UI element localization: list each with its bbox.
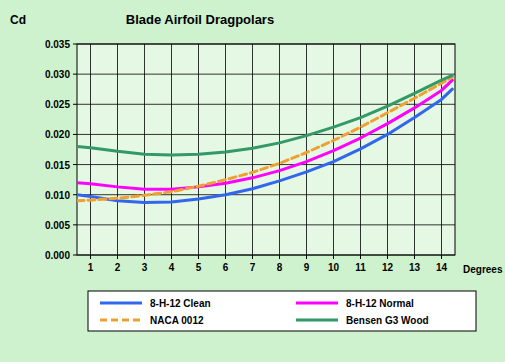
y-tick-label: 0.005 — [45, 220, 70, 231]
x-tick-label: 12 — [382, 262, 394, 273]
x-tick — [306, 255, 307, 259]
x-axis-label: Degrees — [463, 264, 503, 275]
x-tick — [387, 255, 388, 259]
x-grid-line — [279, 44, 280, 255]
x-grid-line — [414, 44, 415, 255]
y-grid-line — [77, 224, 455, 225]
y-tick-label: 0.020 — [45, 129, 70, 140]
y-tick-label: 0.035 — [45, 39, 70, 50]
y-tick-label: 0.000 — [45, 250, 70, 261]
y-tick — [73, 164, 77, 165]
x-grid-line — [306, 44, 307, 255]
x-tick-label: 8 — [277, 262, 283, 273]
y-grid-line — [77, 74, 455, 75]
x-grid-line — [144, 44, 145, 255]
legend-label: Bensen G3 Wood — [346, 315, 429, 326]
x-grid-line — [117, 44, 118, 255]
x-grid-line — [198, 44, 199, 255]
series-line — [77, 77, 452, 201]
legend-label: 8-H-12 Normal — [346, 298, 414, 309]
x-tick-label: 6 — [223, 262, 229, 273]
x-tick — [279, 255, 280, 259]
x-tick — [225, 255, 226, 259]
legend-box — [88, 291, 476, 331]
x-tick-label: 7 — [250, 262, 256, 273]
legend-swatch — [100, 302, 142, 305]
legend-swatch — [296, 319, 338, 322]
x-tick — [90, 255, 91, 259]
y-tick — [73, 224, 77, 225]
legend-swatch — [100, 319, 142, 322]
plot-frame — [77, 44, 455, 255]
series-line — [77, 80, 452, 189]
x-tick-label: 9 — [304, 262, 310, 273]
x-grid-line — [90, 44, 91, 255]
x-tick — [117, 255, 118, 259]
x-grid-line — [441, 44, 442, 255]
x-tick — [198, 255, 199, 259]
y-axis-label: Cd — [10, 13, 26, 27]
y-tick — [73, 194, 77, 195]
x-tick-label: 13 — [409, 262, 421, 273]
chart: Blade Airfoil Dragpolars Cd Degrees 0.000 0.… — [0, 0, 505, 362]
x-tick-label: 1 — [88, 262, 94, 273]
legend-label: 8-H-12 Clean — [150, 298, 211, 309]
series-line — [77, 75, 452, 155]
y-grid-line — [77, 164, 455, 165]
x-tick — [144, 255, 145, 259]
y-grid-line — [77, 104, 455, 105]
y-tick — [73, 74, 77, 75]
y-tick-label: 0.025 — [45, 99, 70, 110]
x-tick — [333, 255, 334, 259]
x-grid-line — [171, 44, 172, 255]
x-grid-line — [225, 44, 226, 255]
y-tick — [73, 44, 77, 45]
title: Blade Airfoil Dragpolars — [126, 12, 274, 27]
x-tick — [441, 255, 442, 259]
y-tick — [73, 134, 77, 135]
plot-area — [77, 44, 455, 255]
x-grid-line — [387, 44, 388, 255]
x-tick-label: 3 — [142, 262, 148, 273]
background — [0, 0, 505, 362]
y-tick-label: 0.010 — [45, 190, 70, 201]
legend-swatch — [296, 302, 338, 305]
x-tick-label: 5 — [196, 262, 202, 273]
x-tick — [171, 255, 172, 259]
x-tick-label: 10 — [328, 262, 340, 273]
x-tick-label: 2 — [115, 262, 121, 273]
legend-label: NACA 0012 — [150, 315, 204, 326]
x-tick-label: 14 — [436, 262, 448, 273]
y-tick-label: 0.030 — [45, 69, 70, 80]
x-tick — [252, 255, 253, 259]
x-tick — [360, 255, 361, 259]
x-tick-label: 11 — [355, 262, 366, 273]
y-tick — [73, 255, 77, 256]
x-tick — [414, 255, 415, 259]
series-group — [77, 75, 452, 202]
x-tick-label: 4 — [169, 262, 175, 273]
y-tick-label: 0.015 — [45, 160, 70, 171]
y-tick — [73, 104, 77, 105]
y-grid-line — [77, 134, 455, 135]
